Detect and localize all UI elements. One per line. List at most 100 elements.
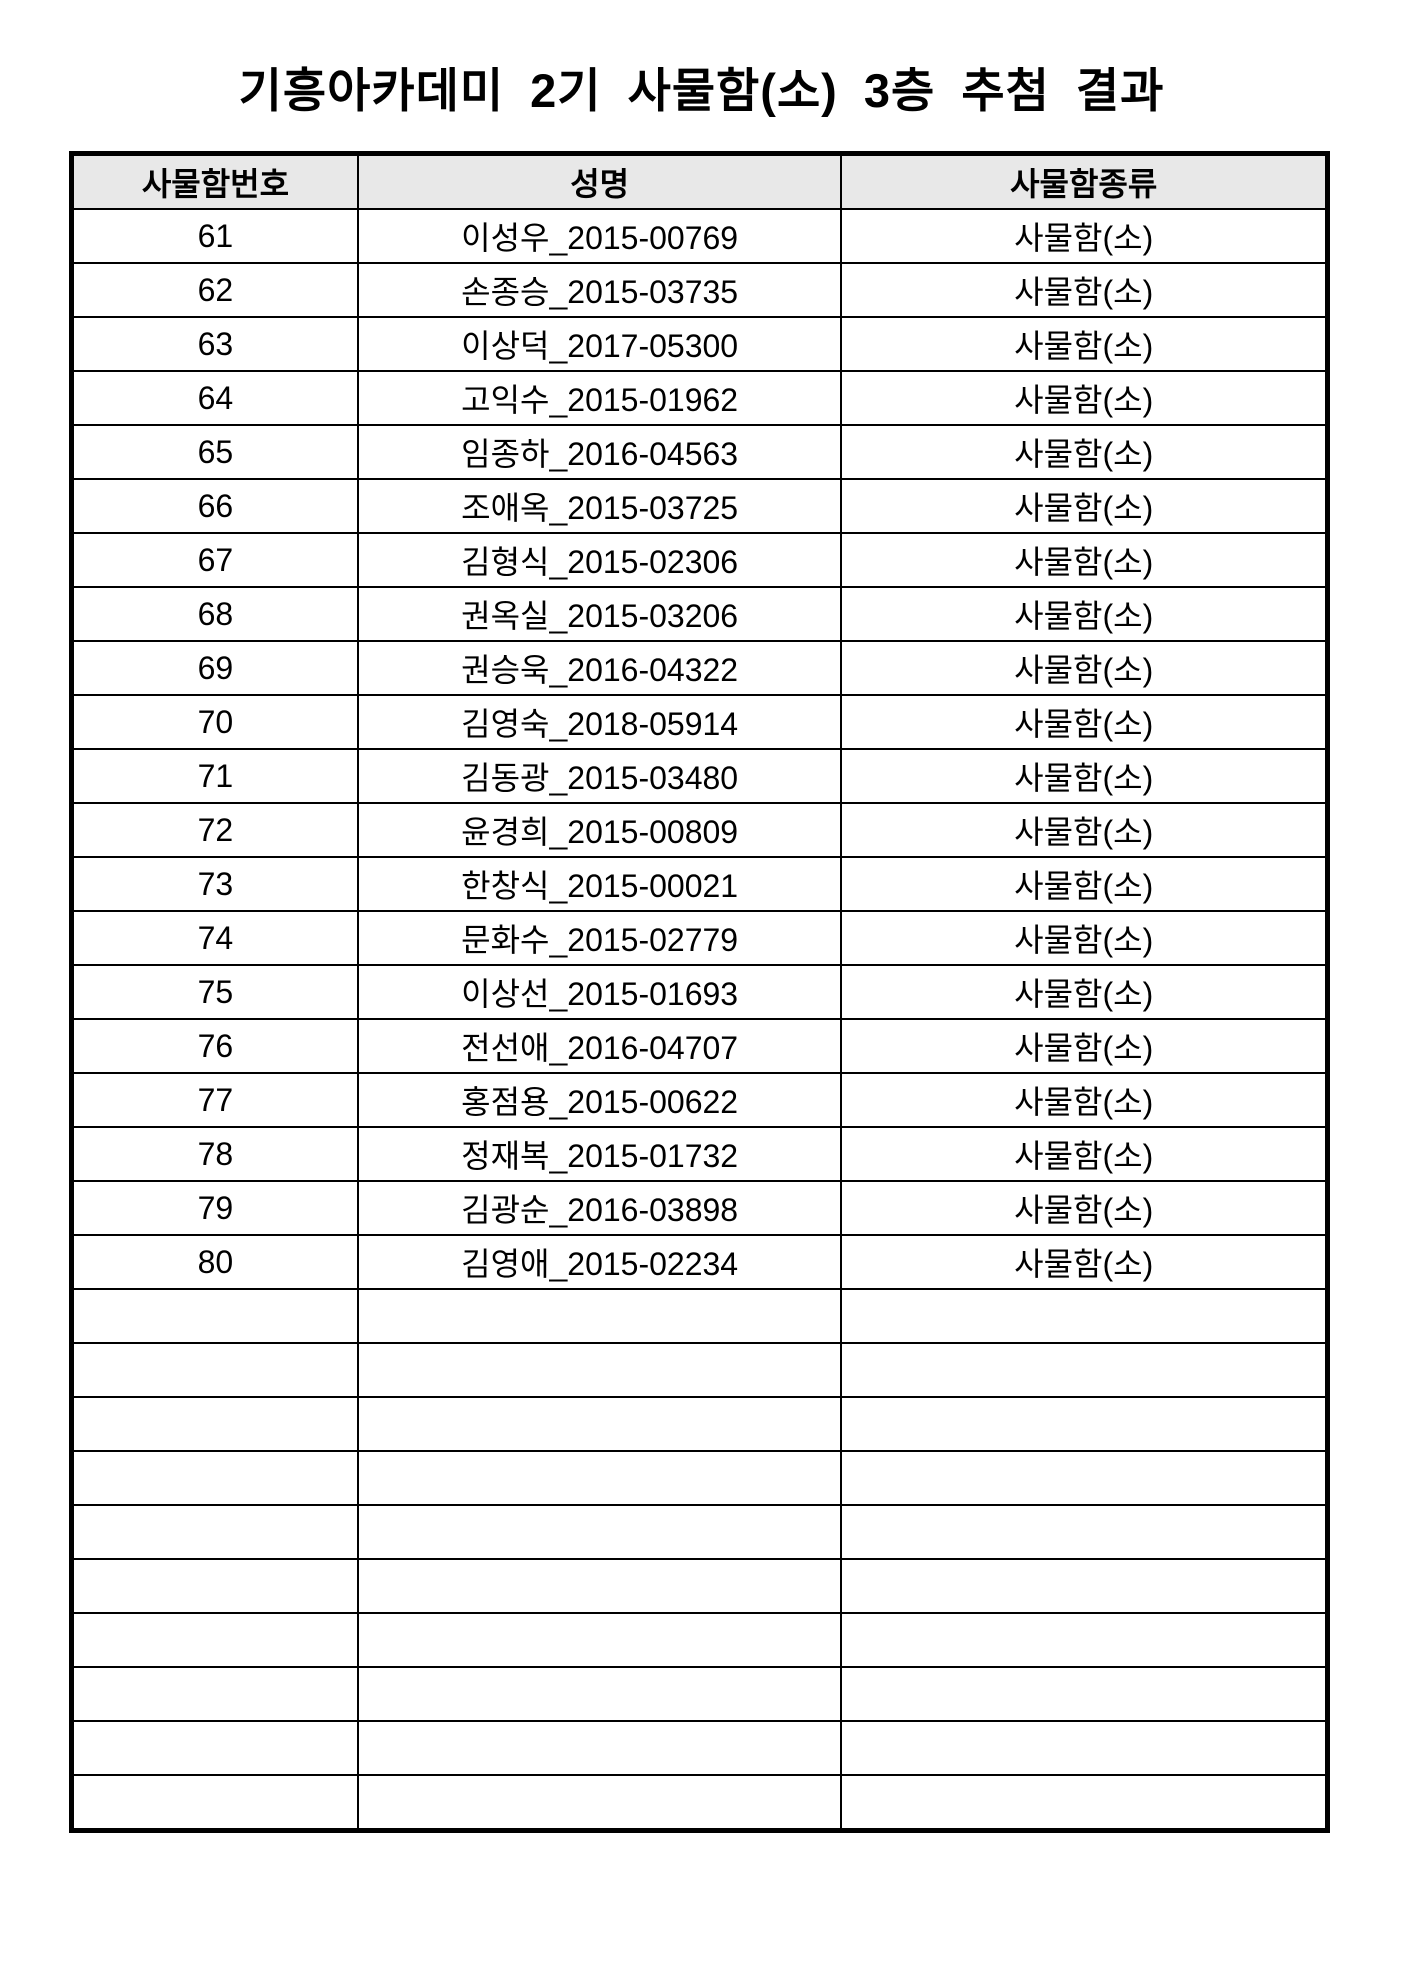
empty-cell <box>70 1558 359 1614</box>
locker-number-cell: 74 <box>70 910 359 966</box>
page-title: 기흥아카데미 2기 사물함(소) 3층 추첨 결과 <box>238 64 1165 117</box>
empty-cell <box>70 1720 359 1776</box>
empty-cell <box>840 1396 1329 1452</box>
locker-number-cell: 72 <box>70 802 359 858</box>
lottery-result-table: 사물함번호 성명 사물함종류 61 이성우_2015-00769 사물함(소) 62 손… <box>69 151 1330 1833</box>
table-row: 77 홍점용_2015-00622 사물함(소) <box>70 1072 1329 1128</box>
table-body: 61 이성우_2015-00769 사물함(소) 62 손종승_2015-03735 사물… <box>70 208 1329 1832</box>
locker-number-cell: 75 <box>70 964 359 1020</box>
empty-cell <box>356 1720 843 1776</box>
empty-cell <box>840 1450 1329 1506</box>
empty-cell <box>356 1558 843 1614</box>
locker-type-cell: 사물함(소) <box>840 586 1329 642</box>
empty-cell <box>356 1450 843 1506</box>
table-row: 63 이상덕_2017-05300 사물함(소) <box>70 316 1329 372</box>
locker-type-cell: 사물함(소) <box>840 208 1329 264</box>
locker-number-cell: 63 <box>70 316 359 372</box>
locker-type-cell: 사물함(소) <box>840 1126 1329 1182</box>
locker-number-cell: 70 <box>70 694 359 750</box>
empty-cell <box>356 1342 843 1398</box>
table-row: 75 이상선_2015-01693 사물함(소) <box>70 964 1329 1020</box>
locker-type-cell: 사물함(소) <box>840 424 1329 480</box>
locker-type-cell: 사물함(소) <box>840 1018 1329 1074</box>
empty-row <box>70 1342 1329 1398</box>
member-name-cell: 권옥실_2015-03206 <box>356 586 843 642</box>
locker-type-cell: 사물함(소) <box>840 748 1329 804</box>
table-row: 78 정재복_2015-01732 사물함(소) <box>70 1126 1329 1182</box>
member-name-cell: 권승욱_2016-04322 <box>356 640 843 696</box>
member-name-cell: 문화수_2015-02779 <box>356 910 843 966</box>
locker-type-cell: 사물함(소) <box>840 640 1329 696</box>
member-name-cell: 김영숙_2018-05914 <box>356 694 843 750</box>
locker-number-cell: 65 <box>70 424 359 480</box>
empty-row <box>70 1666 1329 1722</box>
empty-cell <box>70 1450 359 1506</box>
member-name-cell: 이상덕_2017-05300 <box>356 316 843 372</box>
locker-number-cell: 67 <box>70 532 359 588</box>
member-name-cell: 김형식_2015-02306 <box>356 532 843 588</box>
locker-type-cell: 사물함(소) <box>840 1180 1329 1236</box>
table-row: 74 문화수_2015-02779 사물함(소) <box>70 910 1329 966</box>
table-row: 71 김동광_2015-03480 사물함(소) <box>70 748 1329 804</box>
table-row: 72 윤경희_2015-00809 사물함(소) <box>70 802 1329 858</box>
locker-number-cell: 73 <box>70 856 359 912</box>
locker-number-cell: 76 <box>70 1018 359 1074</box>
column-header-locker-type: 사물함종류 <box>840 152 1329 210</box>
locker-type-cell: 사물함(소) <box>840 316 1329 372</box>
table-row: 70 김영숙_2018-05914 사물함(소) <box>70 694 1329 750</box>
table-row: 69 권승욱_2016-04322 사물함(소) <box>70 640 1329 696</box>
member-name-cell: 이상선_2015-01693 <box>356 964 843 1020</box>
member-name-cell: 고익수_2015-01962 <box>356 370 843 426</box>
empty-row <box>70 1450 1329 1506</box>
member-name-cell: 전선애_2016-04707 <box>356 1018 843 1074</box>
locker-type-cell: 사물함(소) <box>840 694 1329 750</box>
empty-cell <box>840 1342 1329 1398</box>
empty-cell <box>70 1774 359 1832</box>
table-row: 65 임종하_2016-04563 사물함(소) <box>70 424 1329 480</box>
empty-cell <box>356 1288 843 1344</box>
empty-cell <box>356 1396 843 1452</box>
table-row: 68 권옥실_2015-03206 사물함(소) <box>70 586 1329 642</box>
member-name-cell: 한창식_2015-00021 <box>356 856 843 912</box>
member-name-cell: 김동광_2015-03480 <box>356 748 843 804</box>
table-row: 62 손종승_2015-03735 사물함(소) <box>70 262 1329 318</box>
locker-number-cell: 62 <box>70 262 359 318</box>
empty-cell <box>356 1774 843 1832</box>
empty-row <box>70 1774 1329 1832</box>
locker-number-cell: 79 <box>70 1180 359 1236</box>
locker-number-cell: 78 <box>70 1126 359 1182</box>
locker-type-cell: 사물함(소) <box>840 856 1329 912</box>
locker-type-cell: 사물함(소) <box>840 370 1329 426</box>
empty-cell <box>356 1504 843 1560</box>
locker-type-cell: 사물함(소) <box>840 532 1329 588</box>
empty-cell <box>70 1288 359 1344</box>
table-row: 64 고익수_2015-01962 사물함(소) <box>70 370 1329 426</box>
member-name-cell: 임종하_2016-04563 <box>356 424 843 480</box>
table-row: 80 김영애_2015-02234 사물함(소) <box>70 1234 1329 1290</box>
empty-row <box>70 1558 1329 1614</box>
locker-type-cell: 사물함(소) <box>840 262 1329 318</box>
empty-cell <box>356 1612 843 1668</box>
table-row: 67 김형식_2015-02306 사물함(소) <box>70 532 1329 588</box>
locker-number-cell: 69 <box>70 640 359 696</box>
member-name-cell: 정재복_2015-01732 <box>356 1126 843 1182</box>
locker-number-cell: 80 <box>70 1234 359 1290</box>
empty-cell <box>70 1666 359 1722</box>
member-name-cell: 홍점용_2015-00622 <box>356 1072 843 1128</box>
column-header-locker-number: 사물함번호 <box>70 152 359 210</box>
empty-cell <box>70 1612 359 1668</box>
empty-row <box>70 1720 1329 1776</box>
locker-type-cell: 사물함(소) <box>840 1072 1329 1128</box>
locker-number-cell: 71 <box>70 748 359 804</box>
member-name-cell: 이성우_2015-00769 <box>356 208 843 264</box>
member-name-cell: 조애옥_2015-03725 <box>356 478 843 534</box>
empty-cell <box>70 1504 359 1560</box>
locker-number-cell: 68 <box>70 586 359 642</box>
locker-type-cell: 사물함(소) <box>840 910 1329 966</box>
empty-cell <box>840 1774 1329 1832</box>
empty-row <box>70 1288 1329 1344</box>
empty-cell <box>70 1342 359 1398</box>
member-name-cell: 김광순_2016-03898 <box>356 1180 843 1236</box>
locker-number-cell: 61 <box>70 208 359 264</box>
